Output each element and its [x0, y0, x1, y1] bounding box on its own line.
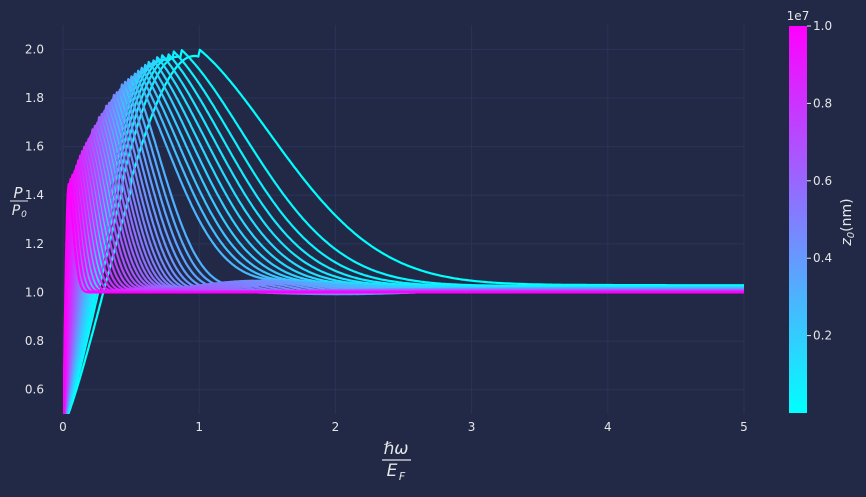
- x-axis-ticks: 0 1 2 3 4 5: [59, 420, 748, 434]
- x-axis-label-denominator: E: [387, 461, 398, 481]
- y-tick-label: 0.8: [25, 334, 44, 348]
- series-line: [63, 183, 744, 414]
- plot-grid: [62, 25, 745, 414]
- y-axis-ticks: 0.6 0.8 1.0 1.2 1.4 1.6 1.8 2.0: [25, 42, 44, 396]
- plot-curves: [63, 48, 744, 414]
- y-tick-label: 1.6: [25, 140, 44, 154]
- x-tick-label: 5: [740, 420, 748, 434]
- series-line: [64, 69, 744, 414]
- x-tick-label: 1: [195, 420, 203, 434]
- y-axis-label: P P 0: [10, 184, 28, 220]
- x-axis-label-numerator: ℏω: [383, 439, 408, 459]
- y-tick-label: 1.8: [25, 91, 44, 105]
- colorbar-ticks: 0.2 0.4 0.6 0.8 1.0: [807, 19, 832, 343]
- y-axis-label-denominator: P: [12, 203, 21, 219]
- y-tick-label: 1.4: [25, 188, 44, 202]
- y-tick-label: 2.0: [25, 42, 44, 56]
- colorbar: 0.2 0.4 0.6 0.8 1.0 1e7 z0(nm): [787, 9, 857, 413]
- colorbar-tick-label: 0.8: [813, 96, 832, 110]
- x-tick-label: 3: [468, 420, 476, 434]
- series-line: [65, 53, 744, 414]
- y-tick-label: 0.6: [25, 383, 44, 397]
- series-line: [63, 177, 744, 414]
- series-line: [63, 112, 744, 414]
- y-axis-label-denominator-sub: 0: [21, 210, 27, 220]
- y-axis-label-numerator: P: [13, 184, 23, 202]
- series-line: [63, 164, 744, 414]
- colorbar-tick-label: 1.0: [813, 19, 832, 33]
- y-tick-label: 1.0: [25, 285, 44, 299]
- colorbar-label-main: z: [839, 238, 855, 247]
- series-line: [66, 49, 744, 414]
- x-tick-label: 2: [332, 420, 340, 434]
- x-axis-label: ℏω E F: [382, 439, 411, 483]
- series-line: [63, 116, 744, 414]
- colorbar-multiplier: 1e7: [787, 9, 810, 23]
- series-line: [64, 80, 744, 414]
- colorbar-tick-label: 0.4: [813, 251, 832, 265]
- colorbar-label: z0(nm): [839, 198, 857, 246]
- y-tick-label: 1.2: [25, 237, 44, 251]
- colorbar-label-unit: (nm): [839, 198, 855, 231]
- colorbar-tick-label: 0.2: [813, 329, 832, 343]
- x-tick-label: 4: [604, 420, 612, 434]
- colorbar-tick-label: 0.6: [813, 174, 832, 188]
- colorbar-gradient: [789, 26, 807, 413]
- series-line: [64, 78, 744, 414]
- series-line: [67, 48, 744, 414]
- x-tick-label: 0: [59, 420, 67, 434]
- x-axis-label-denominator-sub: F: [399, 470, 406, 483]
- series-line: [66, 50, 744, 414]
- colorbar-label-sub: 0: [846, 232, 857, 238]
